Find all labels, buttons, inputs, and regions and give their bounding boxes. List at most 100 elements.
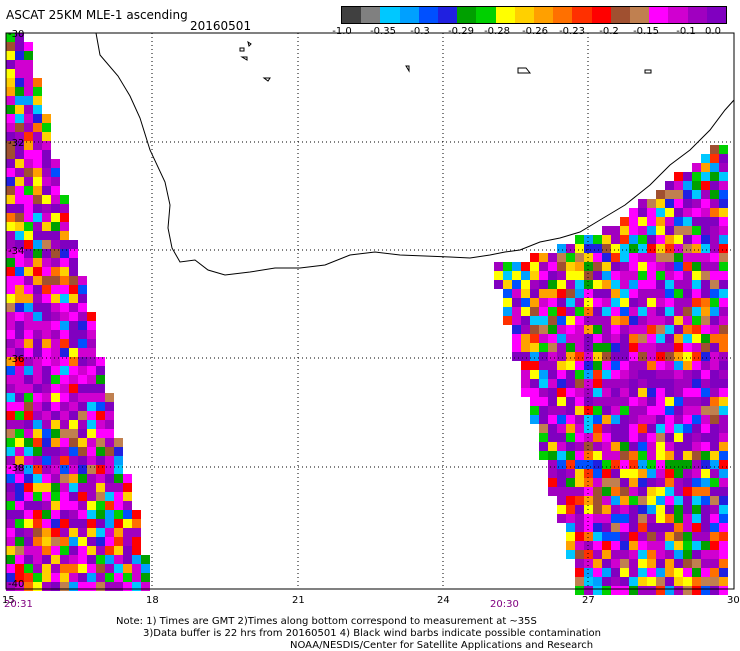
swath-cell [503, 280, 512, 289]
swath-cell [51, 555, 60, 564]
swath-cell [629, 541, 638, 550]
swath-cell [15, 114, 24, 123]
swath-cell [6, 51, 15, 60]
swath-cell [692, 244, 701, 253]
swath-cell [530, 253, 539, 262]
swath-cell [24, 321, 33, 330]
swath-cell [719, 577, 728, 586]
swath-cell [683, 199, 692, 208]
swath-cell [521, 388, 530, 397]
swath-cell [87, 357, 96, 366]
swath-cell [638, 577, 647, 586]
swath-cell [566, 262, 575, 271]
swath-cell [638, 280, 647, 289]
swath-cell [15, 141, 24, 150]
swath-cell [15, 429, 24, 438]
swath-cell [42, 141, 51, 150]
swath-cell [710, 532, 719, 541]
swath-cell [602, 298, 611, 307]
swath-cell [611, 370, 620, 379]
swath-cell [692, 217, 701, 226]
swath-cell [638, 550, 647, 559]
swath-cell [629, 271, 638, 280]
swath-cell [557, 388, 566, 397]
swath-cell [602, 451, 611, 460]
color-scale-bar [341, 6, 727, 24]
swath-cell [69, 438, 78, 447]
swath-cell [674, 181, 683, 190]
swath-cell [584, 406, 593, 415]
swath-cell [656, 406, 665, 415]
swath-cell [620, 568, 629, 577]
swath-cell [719, 415, 728, 424]
swath-cell [611, 460, 620, 469]
swath-cell [24, 429, 33, 438]
swath-cell [24, 87, 33, 96]
swath-cell [51, 357, 60, 366]
swath-cell [656, 415, 665, 424]
swath-cell [665, 505, 674, 514]
swath-cell [611, 505, 620, 514]
swath-cell [114, 519, 123, 528]
swath-cell [692, 487, 701, 496]
swath-cell [647, 487, 656, 496]
swath-cell [719, 217, 728, 226]
swath-cell [548, 469, 557, 478]
swath-cell [42, 528, 51, 537]
swath-cell [683, 226, 692, 235]
swath-cell [647, 307, 656, 316]
swath-cell [629, 397, 638, 406]
swath-cell [611, 523, 620, 532]
swath-cell [656, 226, 665, 235]
swath-cell [15, 213, 24, 222]
swath-cell [24, 501, 33, 510]
swath-cell [530, 307, 539, 316]
swath-cell [575, 451, 584, 460]
swath-cell [132, 564, 141, 573]
swath-cell [701, 505, 710, 514]
swath-cell [566, 433, 575, 442]
latitude-label: -40 [8, 579, 24, 590]
swath-cell [69, 582, 78, 591]
swath-cell [24, 177, 33, 186]
swath-cell [15, 258, 24, 267]
swath-cell [701, 262, 710, 271]
swath-cell [701, 289, 710, 298]
swath-cell [6, 366, 15, 375]
swath-cell [602, 460, 611, 469]
swath-cell [539, 325, 548, 334]
swath-cell [656, 262, 665, 271]
swath-cell [593, 262, 602, 271]
swath-cell [33, 303, 42, 312]
swath-cell [530, 379, 539, 388]
swath-cell [629, 415, 638, 424]
swath-cell [24, 357, 33, 366]
swath-cell [42, 123, 51, 132]
swath-cell [15, 132, 24, 141]
swath-cell [719, 226, 728, 235]
swath-cell [620, 460, 629, 469]
swath-cell [719, 469, 728, 478]
swath-cell [548, 487, 557, 496]
swath-cell [42, 474, 51, 483]
note-line-3: NOAA/NESDIS/Center for Satellite Applica… [290, 640, 594, 651]
swath-cell [674, 172, 683, 181]
swath-cell [114, 456, 123, 465]
swath-cell [96, 420, 105, 429]
swath-cell [33, 321, 42, 330]
swath-cell [51, 159, 60, 168]
swath-cell [42, 231, 51, 240]
swath-cell [647, 523, 656, 532]
swath-cell [15, 294, 24, 303]
swath-cell [69, 276, 78, 285]
swath-cell [710, 190, 719, 199]
swath-cell [701, 424, 710, 433]
swath-cell [719, 325, 728, 334]
swath-cell [6, 294, 15, 303]
swath-cell [33, 132, 42, 141]
color-scale-swatch [380, 7, 400, 23]
swath-cell [42, 114, 51, 123]
swath-cell [6, 483, 15, 492]
swath-cell [719, 307, 728, 316]
swath-cell [6, 402, 15, 411]
